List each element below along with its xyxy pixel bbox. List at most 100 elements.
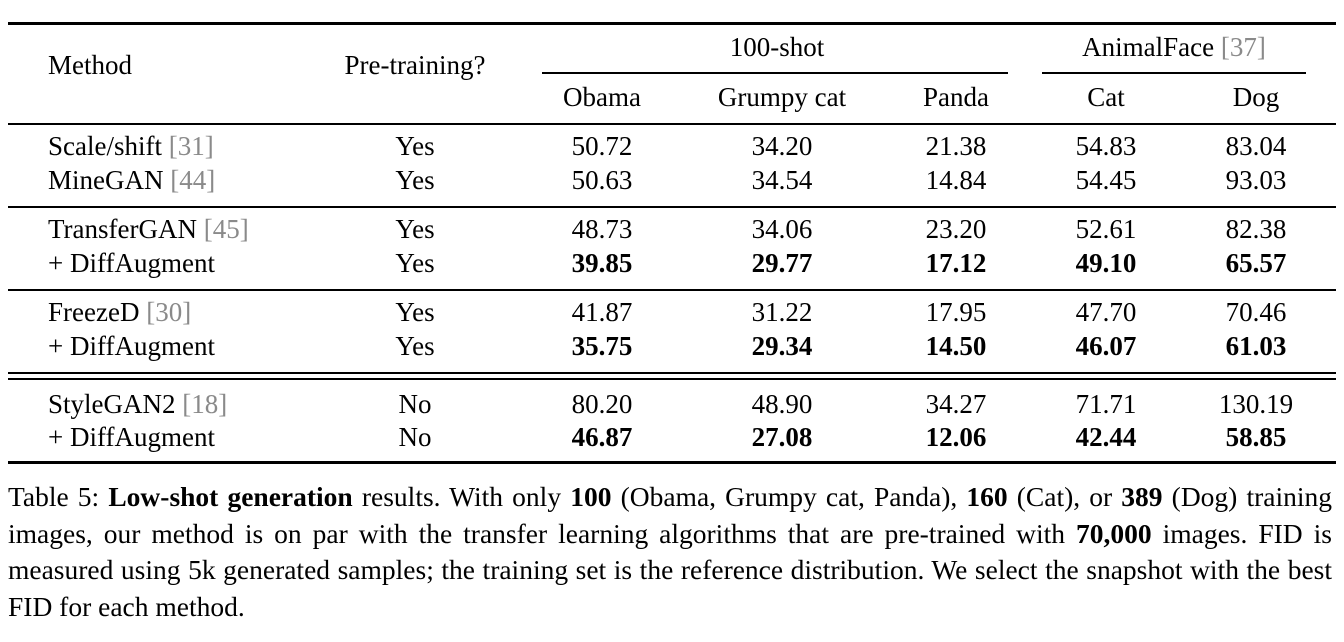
- fid-value-cell: 12.06: [925, 422, 987, 452]
- method-name: TransferGAN: [48, 214, 197, 244]
- fid-value-cell: 48.73: [571, 214, 633, 244]
- fid-value-cell: 130.19: [1218, 389, 1294, 419]
- fid-value-cell: 34.06: [751, 214, 813, 244]
- method-name: + DiffAugment: [48, 331, 215, 361]
- citation-ref: [18]: [175, 389, 228, 419]
- fid-value-cell: 21.38: [925, 131, 987, 161]
- column-header-dog: Dog: [1232, 82, 1280, 112]
- group-rule-animalface: [1042, 72, 1306, 74]
- fid-value-cell: 34.20: [751, 131, 813, 161]
- method-name: FreezeD: [48, 297, 140, 327]
- method-cell: + DiffAugment: [48, 248, 215, 278]
- pretraining-cell: No: [398, 389, 432, 419]
- method-cell: + DiffAugment: [48, 331, 215, 361]
- caption-part: Table 5:: [8, 481, 109, 512]
- fid-value-cell: 65.57: [1225, 248, 1287, 278]
- fid-value-cell: 39.85: [571, 248, 633, 278]
- fid-value-cell: 23.20: [925, 214, 987, 244]
- fid-value-cell: 46.07: [1075, 331, 1137, 361]
- fid-value-cell: 14.50: [925, 331, 987, 361]
- caption-part: images. FID is measured using 5k generat…: [8, 517, 1332, 622]
- header-rule: [8, 123, 1336, 125]
- fid-value-cell: 34.54: [751, 165, 813, 195]
- fid-value-cell: 47.70: [1075, 297, 1137, 327]
- pretraining-cell: Yes: [395, 297, 435, 327]
- citation-ref: [30]: [139, 297, 192, 327]
- method-cell: + DiffAugment: [48, 422, 215, 452]
- method-cell: StyleGAN2 [18]: [48, 389, 227, 419]
- method-cell: FreezeD [30]: [48, 297, 191, 327]
- fid-value-cell: 50.63: [571, 165, 633, 195]
- double-rule-top: [8, 372, 1336, 374]
- fid-value-cell: 58.85: [1225, 422, 1287, 452]
- pretraining-cell: Yes: [395, 214, 435, 244]
- caption-part: (Cat), or: [1007, 481, 1122, 512]
- method-cell: MineGAN [44]: [48, 165, 215, 195]
- header-animalface-label: AnimalFace: [1082, 32, 1215, 62]
- fid-value-cell: 46.87: [571, 422, 633, 452]
- citation-ref: [31]: [161, 131, 214, 161]
- column-header-cat: Cat: [1087, 82, 1125, 112]
- caption-bold: 389: [1121, 481, 1163, 512]
- results-table: Method Pre-training? 100-shot AnimalFace…: [8, 0, 1336, 470]
- fid-value-cell: 70.46: [1225, 297, 1287, 327]
- bottom-rule: [8, 461, 1336, 464]
- fid-value-cell: 17.12: [925, 248, 987, 278]
- fid-value-cell: 52.61: [1075, 214, 1137, 244]
- pretraining-cell: Yes: [395, 248, 435, 278]
- fid-value-cell: 50.72: [571, 131, 633, 161]
- double-rule-bottom: [8, 378, 1336, 380]
- method-name: MineGAN: [48, 165, 164, 195]
- method-cell: Scale/shift [31]: [48, 131, 214, 161]
- citation-ref: [44]: [163, 165, 216, 195]
- pretraining-cell: Yes: [395, 165, 435, 195]
- fid-value-cell: 29.77: [751, 248, 813, 278]
- column-header-grumpy-cat: Grumpy cat: [717, 82, 847, 112]
- caption-bold: 70,000: [1076, 517, 1152, 549]
- section-rule-1: [8, 206, 1336, 208]
- fid-value-cell: 34.27: [925, 389, 987, 419]
- fid-value-cell: 83.04: [1225, 131, 1287, 161]
- group-rule-100shot: [542, 72, 1008, 74]
- method-name: StyleGAN2: [48, 389, 176, 419]
- fid-value-cell: 14.84: [925, 165, 987, 195]
- fid-value-cell: 80.20: [571, 389, 633, 419]
- fid-value-cell: 54.83: [1075, 131, 1137, 161]
- fid-value-cell: 54.45: [1075, 165, 1137, 195]
- top-rule: [8, 22, 1336, 25]
- fid-value-cell: 42.44: [1075, 422, 1137, 452]
- pretraining-cell: No: [398, 422, 432, 452]
- fid-value-cell: 71.71: [1075, 389, 1137, 419]
- fid-value-cell: 93.03: [1225, 165, 1287, 195]
- fid-value-cell: 17.95: [925, 297, 987, 327]
- fid-value-cell: 31.22: [751, 297, 813, 327]
- pretraining-cell: Yes: [395, 331, 435, 361]
- fid-value-cell: 48.90: [751, 389, 813, 419]
- pretraining-cell: Yes: [395, 131, 435, 161]
- fid-value-cell: 61.03: [1225, 331, 1287, 361]
- method-cell: TransferGAN [45]: [48, 214, 249, 244]
- method-name: Scale/shift: [48, 131, 162, 161]
- header-100shot: 100-shot: [729, 32, 825, 62]
- method-name: + DiffAugment: [48, 248, 215, 278]
- method-name: + DiffAugment: [48, 422, 215, 452]
- caption-bold: 160: [966, 481, 1008, 512]
- column-header-panda: Panda: [923, 82, 989, 112]
- section-rule-2: [8, 289, 1336, 291]
- citation-ref: [45]: [197, 214, 249, 244]
- fid-value-cell: 41.87: [571, 297, 633, 327]
- header-pretraining: Pre-training?: [344, 50, 486, 80]
- table-caption: Table 5: Low-shot generation results. Wi…: [8, 479, 1332, 625]
- caption-bold: 100: [570, 481, 612, 512]
- header-method: Method: [48, 50, 132, 80]
- fid-value-cell: 49.10: [1075, 248, 1137, 278]
- fid-value-cell: 29.34: [751, 331, 813, 361]
- fid-value-cell: 27.08: [751, 422, 813, 452]
- caption-part: (Obama, Grumpy cat, Panda),: [611, 481, 967, 512]
- fid-value-cell: 35.75: [571, 331, 633, 361]
- header-animalface-ref: [37]: [1220, 32, 1266, 62]
- header-animalface: AnimalFace [37]: [1082, 32, 1266, 62]
- fid-value-cell: 82.38: [1225, 214, 1287, 244]
- column-header-obama: Obama: [563, 82, 641, 112]
- caption-part: results. With only: [352, 481, 571, 512]
